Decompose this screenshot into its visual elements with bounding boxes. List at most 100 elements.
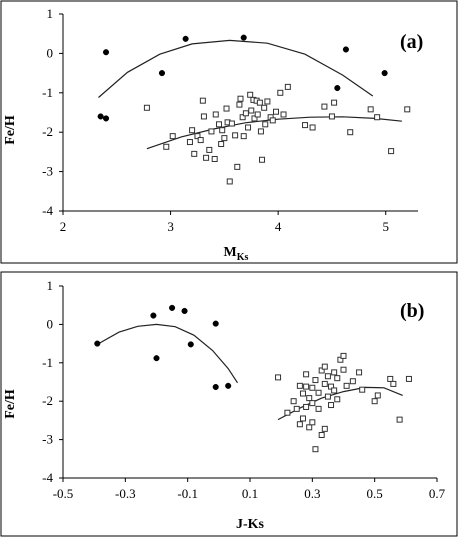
panel-a-point-open: [169, 133, 176, 140]
panel-a-point-filled: [334, 85, 341, 92]
panel-a-x-tick-label: 5: [382, 219, 389, 234]
panel-b-point-open: [396, 416, 403, 423]
panel-b-point-open: [315, 389, 322, 396]
panel-b-point-open: [303, 371, 310, 378]
panel-b-point-filled: [212, 320, 219, 327]
panel-a-point-open: [236, 101, 243, 108]
panel-a-point-open: [261, 104, 268, 111]
panel-a-point-filled: [158, 70, 166, 77]
panel-a-point-open: [189, 127, 196, 134]
panel-b-y-tick-label: -1: [42, 355, 53, 370]
panel-a-point-open: [280, 111, 287, 118]
panel-b-point-open: [387, 375, 394, 382]
panel-b-point-open: [284, 409, 291, 416]
panel-a-point-open: [234, 163, 241, 170]
panel-a-point-open: [237, 95, 244, 102]
panel-b-point-open: [296, 382, 303, 389]
panel-b-y-tick-label: -2: [42, 393, 53, 408]
panel-a-point-open: [143, 104, 150, 111]
panel-a-point-open: [247, 91, 254, 98]
panel-a-point-open: [328, 113, 335, 120]
panel-b-x-tick-label: -0.5: [53, 486, 74, 501]
panel-b-point-filled: [150, 312, 157, 319]
panel-b-point-open: [321, 363, 328, 370]
panel-a-point-open: [194, 133, 201, 140]
panel-b-y-tick-label: -4: [42, 470, 53, 485]
panel-b-y-tick-label: -3: [42, 432, 53, 447]
panel-a-x-axis-title: MKs: [224, 245, 249, 263]
panel-b-point-open: [318, 431, 325, 438]
panel-a-point-open: [203, 154, 210, 161]
panel-a-point-open: [228, 120, 235, 127]
panel-a-point-filled: [182, 35, 189, 42]
panel-b-point-open: [290, 398, 297, 405]
panel-b-point-open: [296, 421, 303, 428]
panel-b-point-open: [328, 383, 335, 390]
panel-b-fit-curve-1: [97, 323, 239, 384]
panel-b-point-open: [309, 419, 316, 426]
panel-a-y-tick-label: 1: [47, 6, 54, 21]
panel-b-point-open: [337, 356, 344, 363]
panel-b-point-open: [312, 377, 319, 384]
panel-b-point-open: [331, 369, 338, 376]
panel-a-point-open: [277, 89, 284, 96]
panel-b-point-open: [340, 352, 347, 359]
panel-a-point-open: [208, 128, 215, 135]
panel-a-label: (a): [400, 31, 423, 53]
panel-b-y-tick-label: 1: [47, 278, 54, 293]
panel-a-point-open: [163, 143, 170, 150]
panel-b-point-open: [356, 369, 363, 376]
panel-a-point-open: [262, 121, 269, 128]
panel-b-point-open: [303, 383, 310, 390]
panel-a-point-open: [200, 113, 207, 120]
panel-a-point-open: [367, 106, 374, 113]
panel-a-point-open: [223, 105, 230, 112]
panel-b-point-filled: [187, 341, 194, 348]
panel-a-y-tick-label: -3: [42, 164, 53, 179]
panel-b-fit-curve-2: [277, 386, 403, 421]
panel-a-point-filled: [342, 46, 349, 53]
panel-b-point-open: [328, 402, 335, 409]
panel-b-point-open: [275, 374, 282, 381]
panel-a-point-open: [242, 110, 249, 117]
panel-a-y-tick-label: 0: [47, 45, 54, 60]
panel-b-point-open: [324, 373, 331, 380]
panel-b-point-open: [340, 366, 347, 373]
panel-b-x-tick-label: -0.3: [115, 486, 136, 501]
panel-b-label: (b): [400, 300, 424, 322]
panel-a-fit-curve-1: [98, 39, 374, 98]
panel-b-point-filled: [94, 340, 101, 347]
panel-b-point-open: [405, 375, 412, 382]
panel-b-x-tick-label: 0.7: [429, 486, 446, 501]
panel-b-point-open: [309, 384, 316, 391]
panel-b-point-open: [390, 380, 397, 387]
panel-a-point-open: [374, 114, 381, 121]
panel-a-point-open: [226, 178, 233, 185]
panel-a-point-filled: [381, 70, 388, 77]
panel-b-x-tick-label: 0.3: [304, 486, 320, 501]
panel-b-point-open: [331, 387, 338, 394]
panel-b-y-tick-label: 0: [47, 316, 54, 331]
panel-a-point-open: [284, 83, 291, 90]
panel-a-point-open: [199, 97, 206, 104]
panel-a-x-axis-title-sub: Ks: [237, 252, 249, 263]
panel-b-point-filled: [181, 307, 188, 315]
panel-b-x-tick-label: 0.5: [367, 486, 383, 501]
panel-a-point-open: [221, 135, 228, 142]
panel-b-point-open: [312, 446, 319, 453]
panel-a-point-open: [273, 108, 279, 115]
panel-b-x-tick-label: 0.1: [242, 486, 258, 501]
panel-a-point-open: [254, 111, 261, 118]
panel-a-point-open: [232, 132, 239, 139]
panel-a-point-open: [347, 129, 354, 136]
panel-b-point-open: [306, 424, 313, 431]
panel-a-point-open: [245, 124, 252, 131]
panel-a-y-tick-label: -1: [42, 85, 53, 100]
panel-a-point-open: [197, 137, 204, 144]
panel-a-point-open: [388, 148, 395, 155]
panel-b-point-open: [321, 425, 328, 432]
panel-a-point-open: [206, 146, 213, 153]
panel-a-point-open: [215, 121, 222, 128]
panel-a-point-open: [248, 107, 255, 114]
